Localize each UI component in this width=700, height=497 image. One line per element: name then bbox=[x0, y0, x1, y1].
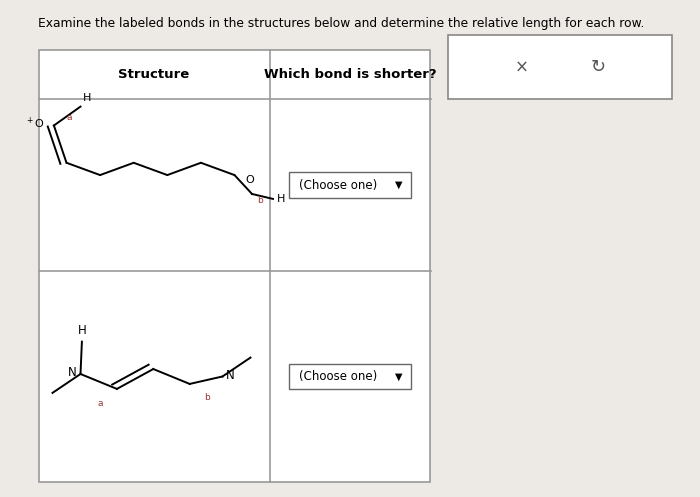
Text: b: b bbox=[258, 196, 263, 205]
Text: N: N bbox=[226, 369, 234, 382]
Text: ×: × bbox=[515, 58, 529, 76]
Text: Structure: Structure bbox=[118, 68, 190, 81]
Text: (Choose one): (Choose one) bbox=[300, 370, 377, 383]
Text: N: N bbox=[68, 366, 77, 380]
Bar bbox=[38, 50, 430, 482]
Text: b: b bbox=[204, 393, 211, 402]
Text: Which bond is shorter?: Which bond is shorter? bbox=[264, 68, 436, 81]
Text: a: a bbox=[97, 399, 103, 408]
Text: ▼: ▼ bbox=[395, 371, 402, 382]
Bar bbox=[448, 35, 672, 99]
Text: O: O bbox=[246, 175, 254, 185]
Text: ▼: ▼ bbox=[395, 180, 402, 190]
Text: ↻: ↻ bbox=[591, 58, 606, 76]
Text: $^+$O: $^+$O bbox=[25, 115, 46, 131]
Text: H: H bbox=[78, 324, 86, 337]
FancyBboxPatch shape bbox=[288, 172, 411, 198]
Text: (Choose one): (Choose one) bbox=[300, 178, 377, 192]
Text: Examine the labeled bonds in the structures below and determine the relative len: Examine the labeled bonds in the structu… bbox=[38, 17, 645, 30]
Text: H: H bbox=[83, 92, 91, 102]
Text: a: a bbox=[66, 112, 72, 121]
FancyBboxPatch shape bbox=[288, 364, 411, 390]
Text: H: H bbox=[276, 194, 285, 204]
